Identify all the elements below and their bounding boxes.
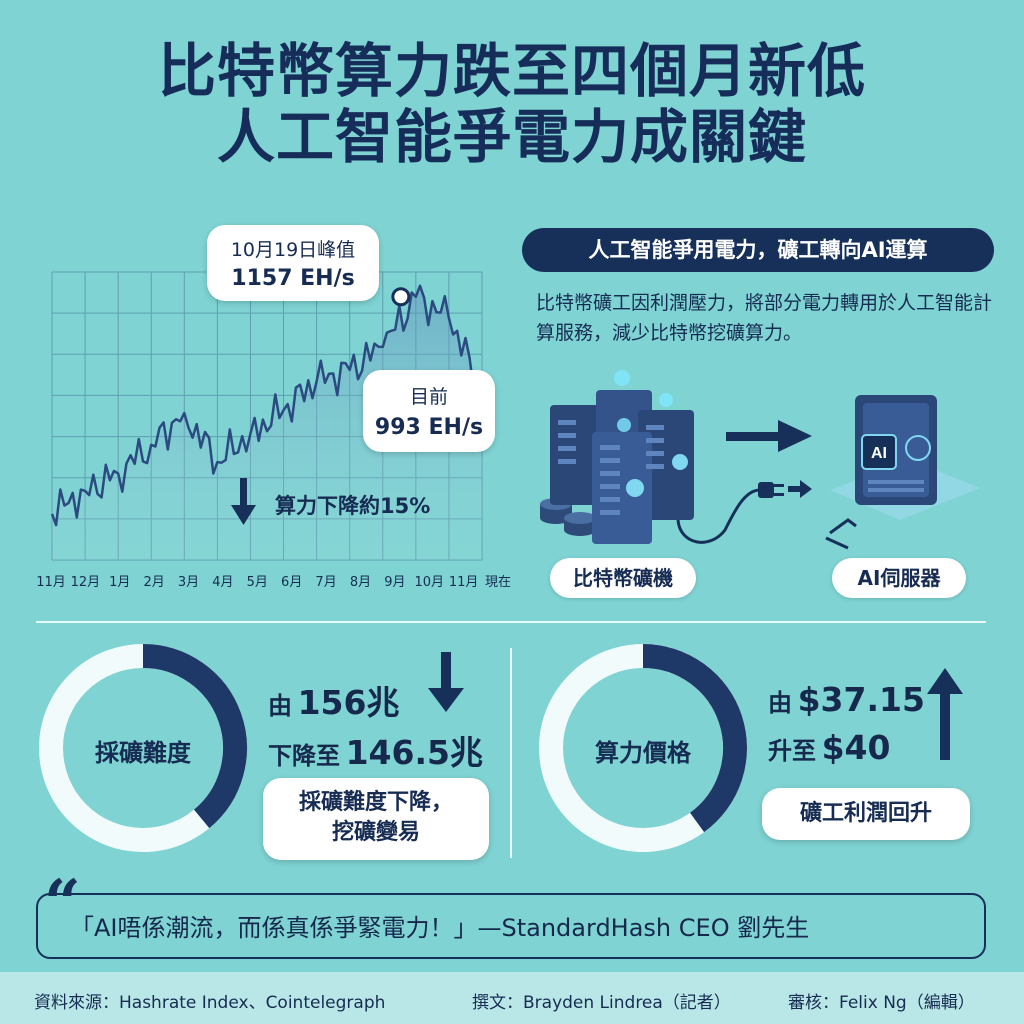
difficulty-note-line-1: 採礦難度下降， [298,790,453,815]
ai-server-icon [825,395,980,550]
power-cable [676,488,761,544]
title-line-2: 人工智能爭電力成關鍵 [216,103,807,171]
difficulty-ring-progress [142,644,247,829]
ai-section-header: 人工智能爭用電力，礦工轉向AI運算 [522,228,994,272]
x-tick-label: 8月 [350,575,371,590]
current-value: 993 EH/s [374,415,484,440]
bitcoin-miner-rack-icon [550,370,694,544]
current-label: 目前 [409,386,448,408]
peak-callout: 10月19日峰值 1157 EH/s [207,225,379,301]
chart-area [52,285,482,560]
arrow-right-icon [726,420,812,498]
hashprice-from-prefix: 由 [768,689,792,717]
section-divider [36,621,986,623]
difficulty-from-prefix: 由 [268,692,292,720]
hashprice-note: 礦工利潤回升 [762,788,970,840]
drop-text: 算力下降約15% [275,494,431,518]
hashprice-up-arrow-icon [927,668,963,760]
hashprice-ring-progress [642,644,747,833]
footer-source: 資料來源：Hashrate Index、Cointelegraph [34,993,386,1013]
x-tick-label: 10月 [414,575,444,590]
x-tick-label: 現在 [485,575,511,590]
hashprice-from: 由 $37.15 [768,680,925,719]
x-tick-label: 12月 [71,575,101,590]
current-callout: 目前 993 EH/s [363,370,495,452]
difficulty-note: 採礦難度下降， 挖礦變易 [263,778,489,860]
difficulty-down-arrow-icon [428,652,464,712]
x-tick-label: 11月 [449,575,479,590]
quote-text: 「AI唔係潮流，而係真係爭緊電力！」—StandardHash CEO 劉先生 [70,914,810,942]
difficulty-to-prefix: 下降至 [268,742,340,770]
x-tick-label: 7月 [315,575,336,590]
footer-editor: 審核：Felix Ng（編輯） [788,993,975,1013]
ai-section-description: 比特幣礦工因利潤壓力，將部分電力轉用於人工智能計算服務，減少比特幣挖礦算力。 [536,292,993,344]
difficulty-from-value: 156兆 [297,683,400,722]
difficulty-label: 採礦難度 [95,739,191,767]
footer-author: 撰文：Brayden Lindrea（記者） [472,993,731,1013]
x-tick-label: 1月 [109,575,130,590]
quote-box [36,893,986,959]
hashprice-label: 算力價格 [595,739,691,767]
x-tick-label: 3月 [178,575,199,590]
miner-label: 比特幣礦機 [550,558,696,598]
peak-value: 1157 EH/s [231,266,355,291]
difficulty-to-value: 146.5兆 [345,733,483,772]
x-tick-label: 11月 [36,575,66,590]
miner-to-ai-illustration: AI [540,370,980,550]
difficulty-note-line-2: 挖礦變易 [331,820,420,845]
x-tick-label: 9月 [384,575,405,590]
difficulty-to: 下降至 146.5兆 [268,726,483,774]
footer-bar [0,972,1024,1024]
hashprice-to: 升至 $40 [768,728,890,767]
title-line-1: 比特幣算力跌至四個月新低 [157,37,866,105]
x-tick-label: 4月 [212,575,233,590]
plug-icon [758,482,784,498]
hashprice-to-prefix: 升至 [768,737,816,765]
x-tick-label: 5月 [247,575,268,590]
peak-label: 10月19日峰值 [230,239,356,261]
chart-line [50,284,484,527]
quote-mark-icon: “ [44,866,81,941]
stats-divider [510,648,512,858]
server-label: AI伺服器 [832,558,966,598]
hashprice-from-value: $37.15 [797,680,925,719]
down-arrow-icon [231,478,256,525]
peak-marker [391,287,411,307]
difficulty-from: 由 156兆 [268,676,399,724]
ai-server-badge: AI [871,445,887,462]
page-title: 比特幣算力跌至四個月新低 人工智能爭電力成關鍵 [0,38,1024,170]
x-tick-label: 2月 [144,575,165,590]
x-tick-label: 6月 [281,575,302,590]
hashprice-to-value: $40 [821,728,891,767]
